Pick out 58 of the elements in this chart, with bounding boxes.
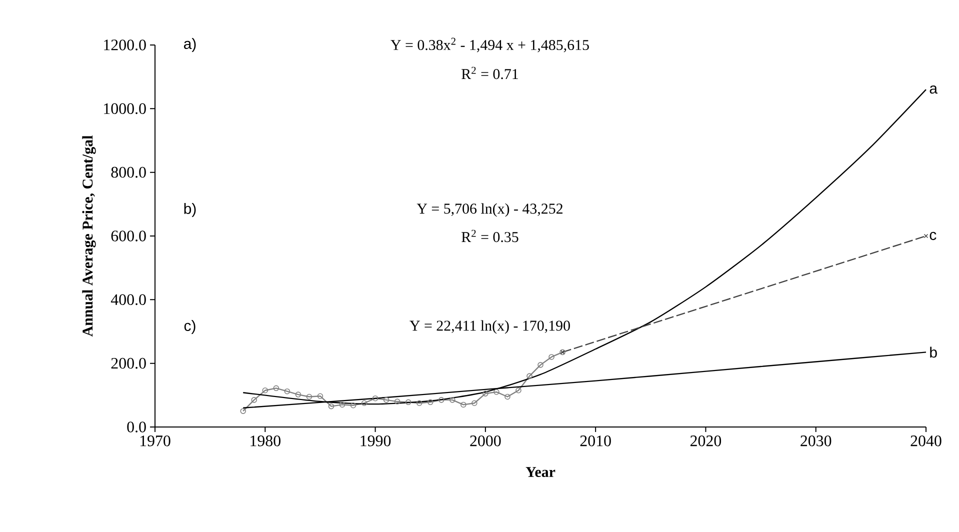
- point: [438, 397, 444, 403]
- point: [504, 394, 510, 400]
- point: [339, 402, 346, 408]
- y-tick-label: 400.0: [110, 294, 146, 306]
- y-tick-label: 1200.0: [104, 40, 146, 50]
- point: [262, 388, 268, 394]
- point: [350, 402, 356, 408]
- y-tick-label: 1000.0: [104, 103, 146, 114]
- point: [328, 403, 334, 410]
- x-tick-label: 1980: [250, 436, 280, 446]
- point: [361, 400, 368, 406]
- point: [494, 389, 500, 395]
- point: [482, 390, 488, 396]
- point: [924, 234, 928, 238]
- x-tick-label: 1990: [360, 436, 391, 446]
- point: [516, 388, 522, 394]
- point: [372, 395, 378, 402]
- point: [472, 400, 478, 406]
- x-tick-label: 1970: [140, 436, 170, 446]
- annotation: a): [184, 38, 196, 52]
- point: [317, 393, 324, 400]
- annotation: Y = 0.38x$^{2}$ - 1,494 x + 1,485,615: [390, 38, 589, 52]
- point: [460, 402, 466, 408]
- series-label: a: [930, 85, 938, 94]
- x-tick-label: 2000: [470, 436, 501, 446]
- line-series: [242, 88, 927, 405]
- y-tick-label: 0.0: [127, 422, 146, 432]
- annotation: Y = 22,411 ln(x) - 170,190: [410, 320, 570, 334]
- point: [526, 373, 532, 379]
- point: [548, 354, 554, 360]
- point: [284, 388, 290, 394]
- series-label: c: [930, 232, 936, 240]
- point: [251, 397, 258, 403]
- point: [405, 399, 412, 406]
- y-axis-title: Annual Average Price, Cent/gal: [82, 136, 96, 337]
- point: [450, 397, 456, 403]
- x-tick-label: 2020: [690, 436, 722, 446]
- point: [427, 399, 434, 406]
- point: [416, 400, 422, 406]
- point: [295, 392, 302, 398]
- point: [394, 398, 400, 404]
- y-tick-label: 600.0: [111, 230, 146, 242]
- annotation: R$^{2}$ = 0.71: [462, 66, 518, 80]
- annotation: c): [184, 320, 196, 334]
- point: [538, 362, 544, 368]
- annotation: Y = 5,706 ln(x) - 43,252: [416, 203, 562, 217]
- series-label: b: [930, 346, 937, 358]
- x-tick-label: 2030: [800, 436, 832, 446]
- x-axis-title: Year: [526, 467, 556, 478]
- point: [306, 394, 312, 400]
- y-tick-label: 200.0: [111, 358, 146, 369]
- x-tick-label: 2040: [910, 436, 942, 446]
- point: [273, 385, 280, 392]
- annotation: b): [184, 203, 196, 217]
- y-tick-label: 800.0: [111, 166, 146, 178]
- x-tick-label: 2010: [580, 436, 611, 446]
- point: [383, 397, 390, 403]
- annotation: R$^{2}$ = 0.35: [462, 230, 518, 242]
